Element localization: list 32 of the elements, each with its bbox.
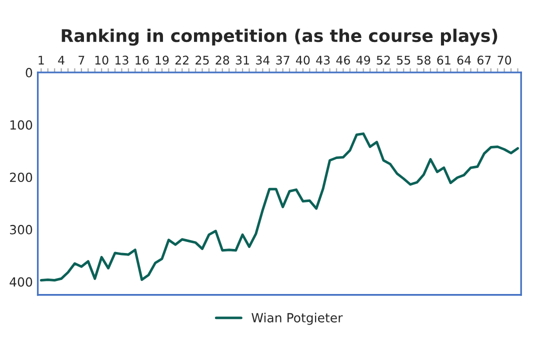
chart-title: Ranking in competition (as the course plays) bbox=[62, 28, 498, 46]
x-tick-label: 64 bbox=[457, 56, 471, 65]
x-tick-label: 28 bbox=[216, 56, 230, 65]
y-tick-label: 400 bbox=[10, 277, 32, 287]
y-tick-label: 100 bbox=[10, 120, 32, 130]
x-tick-label: 7 bbox=[78, 56, 84, 64]
x-tick-label: 10 bbox=[95, 56, 108, 65]
x-tick-label: 49 bbox=[356, 56, 370, 65]
x-tick-label: 52 bbox=[376, 56, 390, 65]
x-tick-label: 25 bbox=[196, 56, 209, 65]
x-tick-label: 4 bbox=[58, 56, 64, 64]
x-tick-label: 70 bbox=[498, 56, 512, 65]
x-tick-label: 37 bbox=[276, 56, 290, 65]
x-tick-label: 34 bbox=[256, 56, 270, 65]
x-tick-label: 1 bbox=[38, 56, 44, 64]
x-tick-label: 13 bbox=[115, 56, 128, 65]
x-tick-label: 67 bbox=[477, 56, 491, 65]
legend-label: Wian Potgieter bbox=[252, 312, 343, 325]
x-tick-label: 58 bbox=[417, 56, 430, 65]
x-tick-label: 22 bbox=[175, 56, 188, 64]
y-tick-label: 0 bbox=[26, 68, 32, 78]
x-tick-label: 40 bbox=[296, 56, 310, 65]
x-tick-label: 46 bbox=[336, 56, 350, 65]
line-series bbox=[40, 132, 519, 282]
x-tick-label: 61 bbox=[437, 56, 450, 65]
x-tick-label: 16 bbox=[136, 56, 149, 65]
x-tick-label: 43 bbox=[316, 56, 330, 65]
y-tick-label: 300 bbox=[10, 224, 32, 234]
x-tick-label: 19 bbox=[156, 56, 169, 65]
y-tick-label: 200 bbox=[10, 172, 32, 182]
x-tick-label: 31 bbox=[236, 56, 249, 65]
x-tick-label: 55 bbox=[397, 56, 410, 65]
